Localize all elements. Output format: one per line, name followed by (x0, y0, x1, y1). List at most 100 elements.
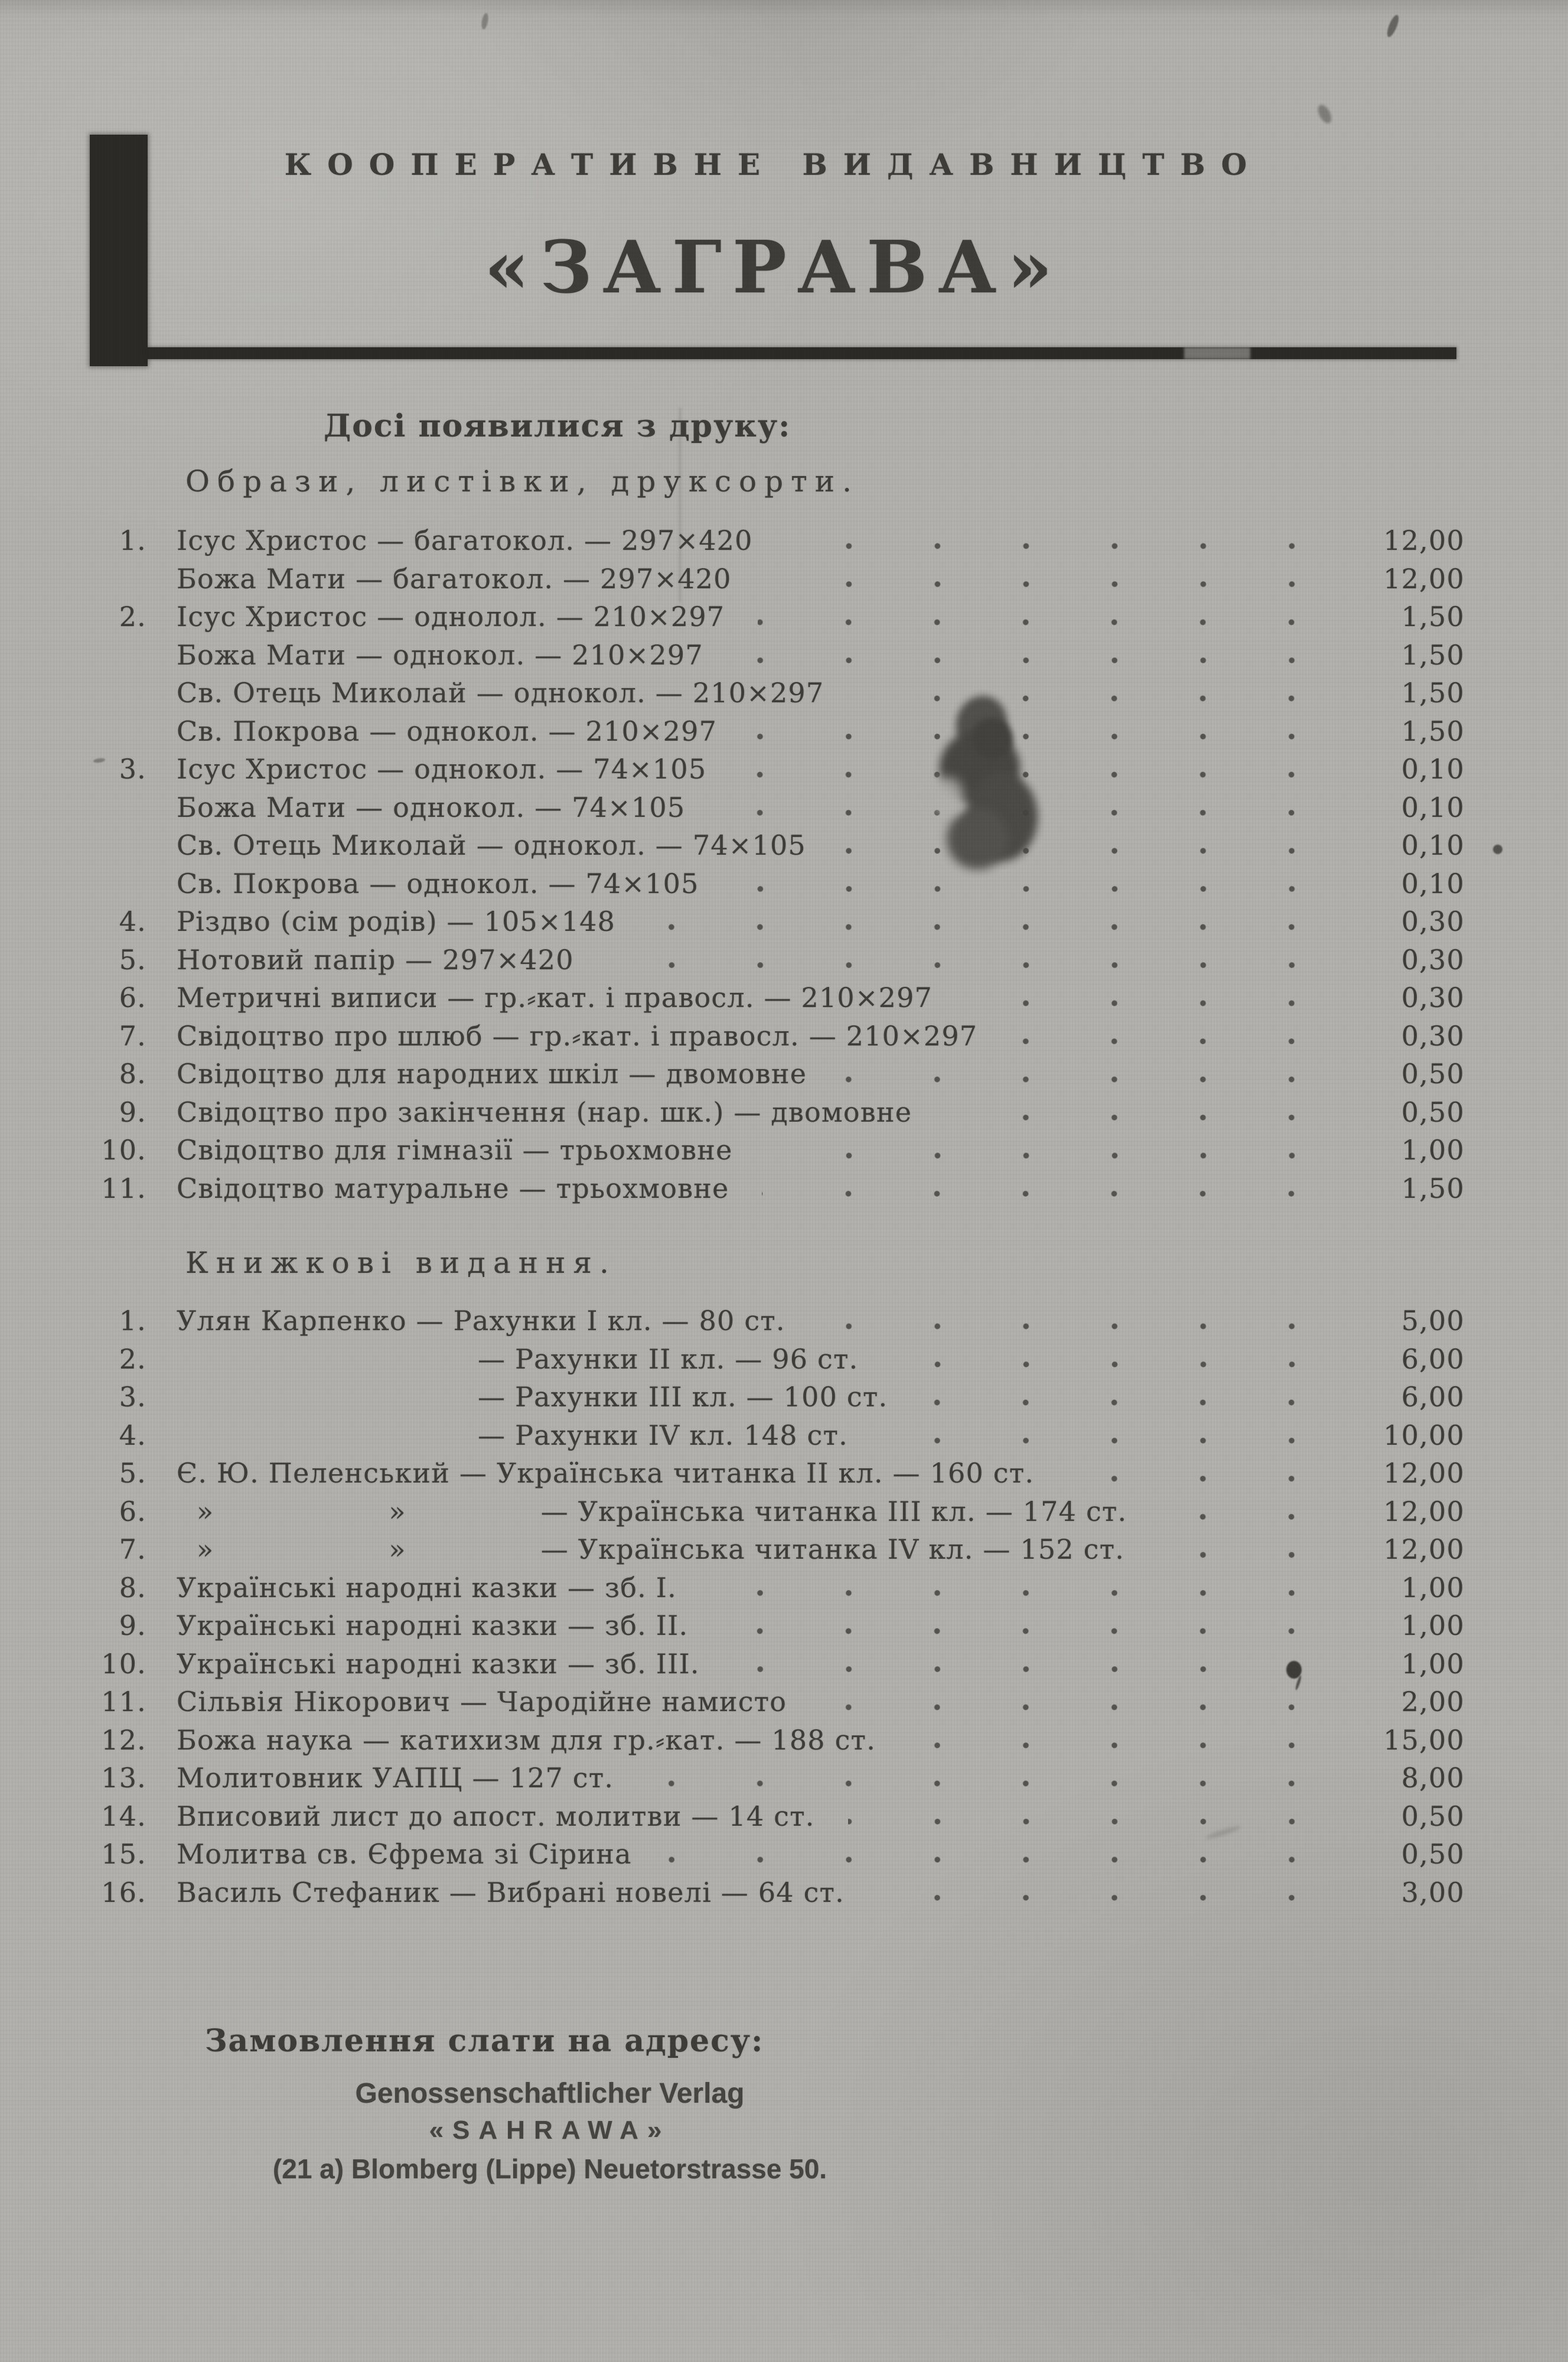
row-title: Св. Покрова — однокол. — 210×297 (177, 715, 718, 747)
row-number: 1. (119, 524, 146, 556)
catalog-row: 11. Сільвія Нікорович — Чародійне намисто… (90, 1683, 1465, 1726)
leader-dots (762, 1174, 1336, 1213)
row-title-text: — Українська читанка III кл. — 174 ст. (540, 1495, 1127, 1527)
row-number (90, 865, 146, 903)
publisher-name: «ЗАГРАВА» (484, 224, 1063, 309)
leader-dots (909, 1726, 1336, 1764)
row-price: 3,00 (1401, 1876, 1465, 1908)
row-price: 6,00 (1401, 1343, 1465, 1375)
catalog-row: 8. Свідоцтво для народних шкіл — двомовне… (90, 1055, 1465, 1099)
row-number: 5. (119, 1457, 146, 1489)
row-title: Свідоцтво про шлюб — гр.⸗кат. і правосл.… (177, 1019, 978, 1052)
intro-line: Досі появилися з друку: (324, 408, 791, 444)
row-price: 0,10 (1401, 753, 1465, 785)
row-number (90, 712, 146, 751)
leader-dots (739, 755, 1336, 794)
row-price: 8,00 (1401, 1762, 1465, 1794)
catalog-row: 2. — Рахунки II кл. — 96 ст. 6,00 (90, 1340, 1465, 1383)
catalog-row: 2. Ісус Христос — однолол. — 210×297 1,50 (90, 598, 1465, 641)
row-number: 6. (119, 982, 146, 1014)
leader-dots (732, 1650, 1336, 1688)
publisher-type-line: КООПЕРАТИВНЕ ВИДАВНИЦТВО (284, 147, 1263, 182)
row-price: 12,00 (1383, 1495, 1465, 1527)
row-price: 0,50 (1401, 1058, 1465, 1090)
row-number: 16. (101, 1876, 146, 1908)
row-title: Божа наука — катихизм для гр.⸗кат. — 188… (177, 1724, 876, 1756)
leader-dots (710, 1573, 1336, 1612)
catalog-row: 3. — Рахунки III кл. — 100 ст. 6,00 (90, 1378, 1465, 1422)
catalog-row: 15. Молитва св. Єфрема зі Сірина 0,50 (90, 1835, 1465, 1879)
catalog-row: 3. Ісус Христос — однокол. — 74×105 0,10 (90, 750, 1465, 794)
row-title: Св. Отець Миколай — однокол. — 74×105 (177, 829, 806, 861)
row-price: 0,10 (1401, 791, 1465, 823)
leader-dots (1067, 1459, 1336, 1498)
row-number: 5. (119, 943, 146, 976)
row-number (90, 560, 146, 598)
row-title: — Рахунки IV кл. 148 ст. (478, 1419, 848, 1451)
ditto-mark: » (389, 1533, 406, 1565)
catalog-row: Божа Мати — однокол. — 210×297 1,50 (90, 636, 1465, 679)
row-number: 2. (119, 1343, 146, 1375)
row-price: 15,00 (1383, 1724, 1465, 1756)
leader-dots (750, 717, 1336, 755)
row-number: 14. (101, 1800, 146, 1832)
catalog-row: 14. Вписовий лист до апост. молитви — 14 … (90, 1797, 1465, 1840)
catalog-row: Божа Мати — багатокол. — 297×420 12,00 (90, 560, 1465, 603)
catalog-row: 10. Свідоцтво для гімназії — трьохмовне 1,… (90, 1131, 1465, 1175)
row-title: » » — Українська читанка IV кл. — 152 ст. (177, 1530, 1124, 1569)
paper-speck (1493, 845, 1502, 854)
ditto-mark: » (197, 1533, 214, 1565)
row-price: 0,50 (1401, 1096, 1465, 1128)
section-title-prints: Образи, листівки, друксорти. (185, 464, 860, 499)
leader-dots (764, 565, 1336, 603)
row-number (90, 636, 146, 675)
section-title-books: Книжкові видання. (185, 1246, 617, 1280)
row-title: — Рахунки II кл. — 96 ст. (478, 1343, 859, 1375)
leader-dots (736, 641, 1336, 679)
catalog-row: 1. Улян Карпенко — Рахунки I кл. — 80 ст.… (90, 1302, 1465, 1345)
row-title: Молитва св. Єфрема зі Сірина (177, 1838, 632, 1870)
row-number: 12. (101, 1724, 146, 1756)
row-number: 3. (119, 1381, 146, 1413)
catalog-row: 1. Ісус Христос — багатокол. — 297×420 12,… (90, 522, 1465, 565)
row-price: 0,30 (1401, 943, 1465, 976)
leader-dots (765, 1136, 1336, 1175)
catalog-row: Божа Мати — однокол. — 74×105 0,10 (90, 789, 1465, 832)
row-number (90, 789, 146, 827)
row-price: 1,50 (1401, 1172, 1465, 1204)
header-bottom-rule (148, 347, 1456, 359)
row-title: Св. Покрова — однокол. — 74×105 (177, 867, 699, 900)
row-price: 0,30 (1401, 905, 1465, 937)
row-title: Свідоцтво для народних шкіл — двомовне (177, 1058, 807, 1090)
row-price: 1,50 (1401, 638, 1465, 671)
leader-dots (647, 1764, 1336, 1803)
catalog-row: 4. — Рахунки IV кл. 148 ст. 10,00 (90, 1416, 1465, 1459)
row-title: Ісус Христос — однокол. — 74×105 (177, 753, 707, 785)
leader-dots (945, 1098, 1336, 1136)
row-title: Божа Мати — багатокол. — 297×420 (177, 562, 732, 595)
row-number: 9. (119, 1096, 146, 1128)
row-title: Українські народні казки — зб. I. (177, 1571, 677, 1604)
row-number: 4. (119, 905, 146, 937)
row-price: 6,00 (1401, 1381, 1465, 1413)
row-title: Свідоцтво для гімназії — трьохмовне (177, 1134, 733, 1166)
row-title: Нотовий папір — 297×420 (177, 943, 574, 976)
publisher-german-name: Genossenschaftlicher Verlag (355, 2078, 745, 2109)
row-number: 4. (119, 1419, 146, 1451)
row-price: 0,30 (1401, 982, 1465, 1014)
row-number: 11. (101, 1172, 146, 1204)
row-number: 3. (119, 753, 146, 785)
leader-dots (1010, 1022, 1336, 1060)
row-title: Василь Стефаник — Вибрані новелі — 64 ст… (177, 1876, 845, 1908)
catalog-row: 6. Метричні виписи — гр.⸗кат. і правосл. … (90, 979, 1465, 1022)
row-price: 0,10 (1401, 867, 1465, 900)
leader-dots (891, 1345, 1336, 1383)
row-price: 0,10 (1401, 829, 1465, 861)
row-number: 1. (119, 1305, 146, 1337)
row-number: 8. (119, 1058, 146, 1090)
leader-dots (607, 946, 1336, 984)
leader-dots (758, 603, 1336, 641)
order-note: Замовлення слати на адресу: (205, 2023, 764, 2059)
paper-speck (480, 12, 490, 30)
